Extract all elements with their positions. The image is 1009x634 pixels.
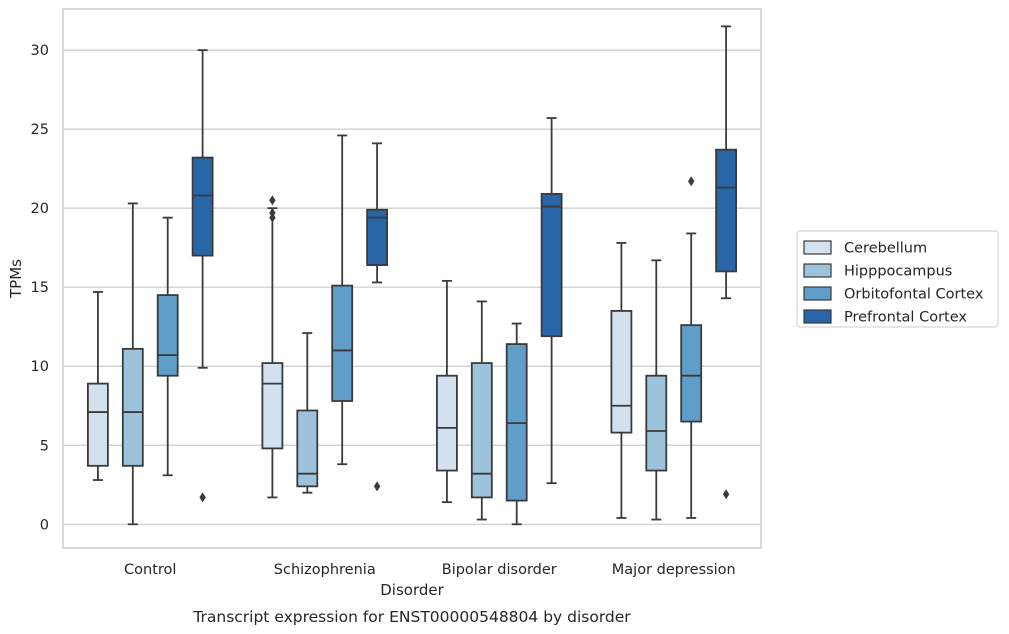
box-orbitofontal-cortex-major-depression [680,176,703,519]
legend-swatch [803,309,832,324]
x-tick-labels: Control Schizophrenia Bipolar disorder Majo… [124,562,736,578]
box-iqr [680,324,703,423]
boxes [87,25,737,526]
box-iqr [366,208,389,266]
box-iqr [610,310,633,434]
box-hipppocampus-schizophrenia [296,332,319,494]
box-iqr [261,362,284,450]
plot-frame [62,8,762,549]
chart-caption: Transcript expression for ENST0000054880… [192,608,631,626]
box-iqr [191,156,214,257]
box-iqr [470,362,493,499]
x-tick-label: Bipolar disorder [442,562,557,578]
y-tick-label: 15 [31,280,49,296]
box-iqr [296,409,319,488]
box-cerebellum-bipolar-disorder [435,279,458,504]
box-iqr [715,148,737,273]
legend: Cerebellum Hipppocampus Orbitofontal Corte… [796,230,999,328]
x-tick-label: Control [124,562,176,578]
y-tick-label: 30 [31,43,49,59]
box-iqr [331,284,354,402]
grid-lines [63,49,761,525]
box-iqr [121,347,144,467]
legend-label: Cerebellum [844,241,927,257]
box-iqr [87,382,109,467]
y-tick-label: 10 [31,359,49,375]
box-hipppocampus-bipolar-disorder [470,300,493,521]
box-orbitofontal-cortex-bipolar-disorder [505,322,528,526]
legend-frame [796,230,999,328]
y-tick-label: 20 [31,201,49,217]
box-iqr [156,294,179,377]
box-hipppocampus-control [121,202,144,526]
outlier-point [269,207,276,218]
outlier-point [269,195,276,206]
x-axis-title: Disorder [380,581,444,599]
box-prefrontal-cortex-bipolar-disorder [540,117,563,485]
box-iqr [435,374,458,472]
outlier-point [199,492,206,503]
legend-swatch [803,286,832,301]
legend-swatch [803,240,832,255]
box-prefrontal-cortex-schizophrenia [366,142,389,492]
box-cerebellum-major-depression [610,242,633,519]
box-iqr [540,193,563,338]
box-cerebellum-control [87,291,109,481]
box-cerebellum-schizophrenia [261,195,284,499]
x-tick-label: Schizophrenia [274,562,376,578]
outlier-point [373,481,381,492]
box-prefrontal-cortex-control [191,49,214,503]
legend-label: Prefrontal Cortex [844,310,967,326]
box-hipppocampus-major-depression [645,259,668,521]
box-prefrontal-cortex-major-depression [715,25,737,500]
legend-swatch [803,263,832,278]
box-iqr [645,374,668,472]
box-orbitofontal-cortex-schizophrenia [331,134,354,466]
outlier-point [688,176,695,187]
y-tick-labels: 0 5 10 15 20 25 30 [31,43,49,533]
outlier-point [722,489,730,500]
box-orbitofontal-cortex-control [156,216,179,477]
y-axis-title: TPMs [7,259,25,299]
y-tick-label: 5 [40,438,49,454]
legend-label: Hipppocampus [844,264,952,280]
legend-label: Orbitofontal Cortex [844,287,984,303]
y-tick-label: 25 [31,122,49,138]
y-tick-label: 0 [40,517,49,533]
x-tick-label: Major depression [612,562,736,578]
